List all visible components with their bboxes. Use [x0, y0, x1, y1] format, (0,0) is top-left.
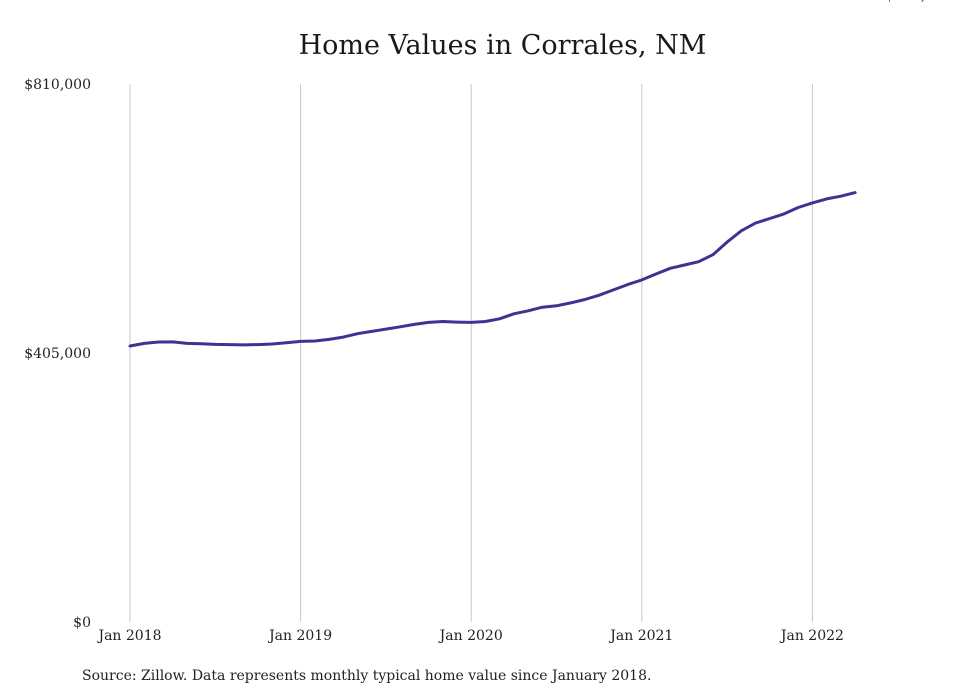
- y-tick-label: $0: [73, 615, 91, 631]
- x-tick-label: Jan 2018: [96, 628, 161, 644]
- grid-lines: [129, 84, 813, 622]
- source-note: Source: Zillow. Data represents monthly …: [82, 668, 652, 684]
- home-value-line: [128, 191, 857, 348]
- x-tick-label: Jan 2019: [267, 628, 332, 644]
- y-axis-ticks: $0 $405,000 $810,000: [24, 77, 91, 631]
- x-tick-label: Jan 2021: [608, 628, 673, 644]
- y-tick-label: $405,000: [24, 346, 91, 362]
- end-value-label: $646,537: [885, 0, 952, 4]
- x-axis-ticks: Jan 2018 Jan 2019 Jan 2020 Jan 2021 Jan 2022: [96, 628, 843, 644]
- y-tick-label: $810,000: [24, 77, 91, 93]
- x-tick-label: Jan 2020: [438, 628, 503, 644]
- x-tick-label: Jan 2022: [779, 628, 844, 644]
- chart-title: Home Values in Corrales, NM: [298, 30, 707, 61]
